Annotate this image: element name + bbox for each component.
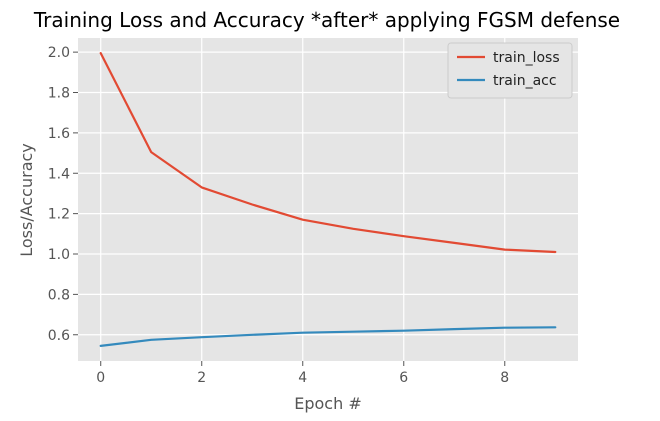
x-tick-label: 6 [399, 370, 408, 386]
legend-label-train-acc: train_acc [493, 73, 557, 89]
y-tick-label: 0.8 [48, 287, 70, 303]
x-tick-label: 4 [298, 370, 307, 386]
legend: train_loss train_acc [447, 42, 573, 99]
series-layer [99, 51, 557, 347]
y-tick-label: 2.0 [48, 45, 70, 61]
y-tick-label: 1.8 [48, 86, 70, 102]
series-line-train-acc [99, 326, 557, 347]
y-tick-label: 1.4 [48, 166, 70, 182]
x-tick-label: 2 [197, 370, 206, 386]
y-tick-label: 1.0 [48, 247, 70, 263]
legend-label-train-loss: train_loss [493, 50, 560, 66]
series-line-train-loss [99, 51, 557, 254]
x-tick-label: 8 [500, 370, 509, 386]
y-axis-ticks: 0.6 0.8 1.0 1.2 1.4 1.6 1.8 2.0 [48, 45, 78, 344]
x-axis-title: Epoch # [294, 394, 361, 413]
y-axis-title: Loss/Accuracy [17, 143, 36, 257]
x-axis-ticks: 0 2 4 6 8 [96, 361, 509, 386]
x-tick-label: 0 [96, 370, 105, 386]
y-tick-label: 1.6 [48, 126, 70, 142]
y-tick-label: 1.2 [48, 207, 70, 223]
chart-title: Training Loss and Accuracy *after* apply… [33, 8, 620, 32]
y-tick-label: 0.6 [48, 328, 70, 344]
grid [78, 38, 578, 361]
